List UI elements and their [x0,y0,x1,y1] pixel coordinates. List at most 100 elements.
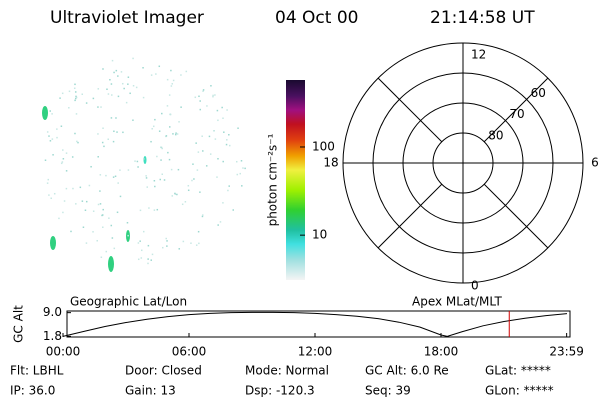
noise [180,74,182,76]
noise [99,203,102,205]
x-tick-label: 18:00 [424,345,459,359]
noise [177,168,180,171]
noise [161,147,163,150]
colorbar-tick-label: 100 [312,139,335,153]
diag-line [483,77,549,143]
noise [85,242,88,244]
noise [110,117,113,119]
noise [129,92,131,95]
noise [152,125,155,128]
noise [111,94,113,96]
x-tick-label: 06:00 [172,345,207,359]
noise [61,92,64,95]
noise [226,109,228,111]
noise [105,174,107,177]
noise [201,135,203,137]
blob [50,236,56,250]
noise [187,189,190,192]
noise [113,247,116,250]
noise [156,155,158,158]
noise [154,185,156,188]
noise [119,169,121,171]
noise [84,209,87,212]
noise [228,133,230,136]
noise [153,179,156,182]
noise [151,253,154,256]
noise [62,149,64,151]
noise [137,258,140,261]
status-text: Door: Closed [125,364,202,378]
noise [198,95,200,98]
noise [127,234,129,237]
noise [115,69,118,72]
noise [62,158,65,160]
colorbar-label: photon cm⁻²s⁻¹ [266,133,280,226]
noise [62,211,64,214]
uv-image [42,57,246,272]
noise [239,172,241,175]
noise [127,169,130,171]
noise [71,156,74,158]
noise [65,152,68,154]
noise [176,133,179,135]
noise [122,131,124,134]
noise [101,214,104,216]
noise [60,125,63,127]
noise [110,224,113,227]
noise [228,185,230,187]
noise [49,140,52,142]
noise [132,119,134,121]
noise [235,160,238,163]
noise [51,113,53,115]
noise [147,258,149,260]
noise [169,126,171,128]
noise [202,89,205,91]
noise [92,231,94,233]
noise [202,150,204,152]
noise [190,242,192,244]
noise [92,210,95,212]
noise [109,78,111,81]
noise [217,157,219,160]
noise [216,176,218,178]
status-text: Dsp: -120.3 [245,384,315,398]
status-text: GC Alt: 6.0 Re [365,364,449,378]
noise [229,144,231,147]
noise [119,195,122,198]
status-text: GLat: ***** [485,364,551,378]
noise [199,108,202,111]
noise [120,71,123,73]
noise [90,165,92,168]
noise [197,151,200,153]
noise [163,179,166,181]
noise [213,129,215,132]
noise [127,76,130,78]
noise [46,131,49,133]
noise [216,109,219,112]
noise [74,83,76,86]
noise [59,97,61,99]
noise [137,166,139,168]
noise [77,141,79,144]
noise [217,224,219,226]
noise [102,208,104,211]
plot-frame [66,310,571,338]
noise [97,106,99,108]
mlt-label: 6 [591,156,599,170]
noise [103,145,105,148]
noise [222,117,224,119]
noise [209,153,212,155]
noise [217,119,219,122]
noise [180,106,182,108]
noise [170,168,173,171]
noise [61,161,64,163]
blob [108,256,114,272]
noise [97,203,100,206]
noise [210,85,212,87]
noise [96,239,98,242]
noise [116,131,118,133]
diag-line [377,183,443,249]
noise [142,67,144,69]
noise [114,175,117,178]
noise [136,160,139,163]
